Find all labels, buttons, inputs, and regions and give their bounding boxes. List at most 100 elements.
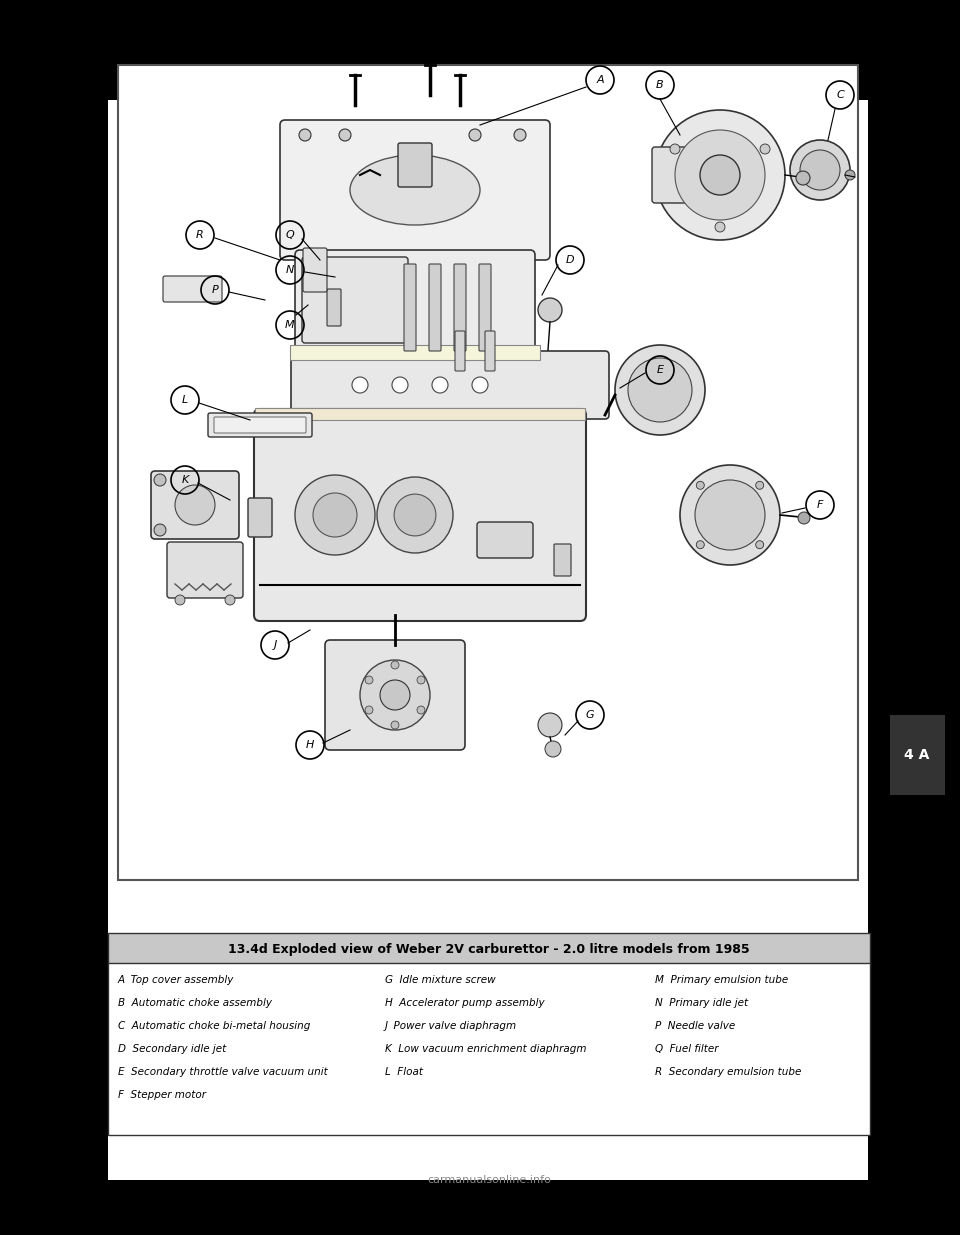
Circle shape bbox=[154, 524, 166, 536]
FancyBboxPatch shape bbox=[108, 100, 868, 1179]
FancyBboxPatch shape bbox=[554, 543, 571, 576]
FancyBboxPatch shape bbox=[280, 120, 550, 261]
Text: D  Secondary idle jet: D Secondary idle jet bbox=[118, 1044, 227, 1053]
Text: E: E bbox=[657, 366, 663, 375]
FancyBboxPatch shape bbox=[214, 417, 306, 433]
Text: K  Low vacuum enrichment diaphragm: K Low vacuum enrichment diaphragm bbox=[385, 1044, 587, 1053]
Circle shape bbox=[756, 482, 764, 489]
Circle shape bbox=[845, 170, 855, 180]
Circle shape bbox=[680, 466, 780, 564]
Circle shape bbox=[538, 298, 562, 322]
Circle shape bbox=[175, 485, 215, 525]
Circle shape bbox=[715, 222, 725, 232]
Circle shape bbox=[352, 377, 368, 393]
Circle shape bbox=[391, 721, 399, 729]
Circle shape bbox=[514, 128, 526, 141]
Circle shape bbox=[395, 494, 436, 536]
Circle shape bbox=[628, 358, 692, 422]
FancyBboxPatch shape bbox=[327, 289, 341, 326]
Text: Q  Fuel filter: Q Fuel filter bbox=[655, 1044, 718, 1053]
Text: F  Stepper motor: F Stepper motor bbox=[118, 1091, 206, 1100]
FancyBboxPatch shape bbox=[652, 147, 728, 203]
Text: Q: Q bbox=[286, 230, 295, 240]
Text: K: K bbox=[181, 475, 188, 485]
FancyBboxPatch shape bbox=[485, 331, 495, 370]
Circle shape bbox=[798, 513, 810, 524]
FancyBboxPatch shape bbox=[398, 143, 432, 186]
FancyBboxPatch shape bbox=[325, 640, 465, 750]
Text: G: G bbox=[586, 710, 594, 720]
Circle shape bbox=[790, 140, 850, 200]
FancyBboxPatch shape bbox=[404, 264, 416, 351]
Circle shape bbox=[695, 480, 765, 550]
Circle shape bbox=[756, 541, 764, 548]
Text: C: C bbox=[836, 90, 844, 100]
FancyBboxPatch shape bbox=[303, 248, 327, 291]
Circle shape bbox=[696, 541, 705, 548]
Text: D: D bbox=[565, 254, 574, 266]
Text: 4 A: 4 A bbox=[904, 748, 929, 762]
Circle shape bbox=[391, 661, 399, 669]
Text: A: A bbox=[596, 75, 604, 85]
Text: P: P bbox=[211, 285, 218, 295]
Text: L: L bbox=[181, 395, 188, 405]
Text: 13.4d Exploded view of Weber 2V carburettor - 2.0 litre models from 1985: 13.4d Exploded view of Weber 2V carburet… bbox=[228, 942, 750, 956]
FancyBboxPatch shape bbox=[254, 409, 586, 621]
Text: B  Automatic choke assembly: B Automatic choke assembly bbox=[118, 998, 272, 1008]
Circle shape bbox=[380, 680, 410, 710]
Text: J  Power valve diaphragm: J Power valve diaphragm bbox=[385, 1021, 517, 1031]
Circle shape bbox=[299, 128, 311, 141]
Circle shape bbox=[339, 128, 351, 141]
Circle shape bbox=[675, 130, 765, 220]
FancyBboxPatch shape bbox=[255, 408, 585, 420]
FancyBboxPatch shape bbox=[248, 498, 272, 537]
Circle shape bbox=[696, 482, 705, 489]
Circle shape bbox=[432, 377, 448, 393]
Circle shape bbox=[225, 595, 235, 605]
FancyBboxPatch shape bbox=[302, 257, 408, 343]
Circle shape bbox=[365, 676, 373, 684]
FancyBboxPatch shape bbox=[295, 249, 535, 350]
Circle shape bbox=[154, 474, 166, 487]
Text: N  Primary idle jet: N Primary idle jet bbox=[655, 998, 748, 1008]
Text: N: N bbox=[286, 266, 294, 275]
Text: H: H bbox=[306, 740, 314, 750]
Circle shape bbox=[615, 345, 705, 435]
Circle shape bbox=[469, 128, 481, 141]
FancyBboxPatch shape bbox=[163, 275, 222, 303]
FancyBboxPatch shape bbox=[167, 542, 243, 598]
Circle shape bbox=[175, 595, 185, 605]
FancyBboxPatch shape bbox=[477, 522, 533, 558]
Circle shape bbox=[360, 659, 430, 730]
FancyBboxPatch shape bbox=[291, 351, 609, 419]
FancyBboxPatch shape bbox=[151, 471, 239, 538]
Circle shape bbox=[538, 713, 562, 737]
Text: J: J bbox=[274, 640, 276, 650]
Text: E  Secondary throttle valve vacuum unit: E Secondary throttle valve vacuum unit bbox=[118, 1067, 327, 1077]
Text: M: M bbox=[285, 320, 295, 330]
FancyBboxPatch shape bbox=[890, 715, 945, 795]
FancyBboxPatch shape bbox=[479, 264, 491, 351]
Text: F: F bbox=[817, 500, 823, 510]
Text: R: R bbox=[196, 230, 204, 240]
Text: L  Float: L Float bbox=[385, 1067, 423, 1077]
Circle shape bbox=[670, 144, 680, 154]
FancyBboxPatch shape bbox=[290, 345, 540, 359]
Circle shape bbox=[545, 741, 561, 757]
Text: carmanualsonline.info: carmanualsonline.info bbox=[427, 1174, 551, 1186]
Circle shape bbox=[760, 144, 770, 154]
FancyBboxPatch shape bbox=[454, 264, 466, 351]
Ellipse shape bbox=[350, 156, 480, 225]
Circle shape bbox=[417, 706, 425, 714]
FancyBboxPatch shape bbox=[455, 331, 465, 370]
FancyBboxPatch shape bbox=[429, 264, 441, 351]
Circle shape bbox=[295, 475, 375, 555]
FancyBboxPatch shape bbox=[108, 932, 870, 965]
Circle shape bbox=[313, 493, 357, 537]
Text: H  Accelerator pump assembly: H Accelerator pump assembly bbox=[385, 998, 544, 1008]
Circle shape bbox=[365, 706, 373, 714]
Text: C  Automatic choke bi-metal housing: C Automatic choke bi-metal housing bbox=[118, 1021, 310, 1031]
Circle shape bbox=[392, 377, 408, 393]
Circle shape bbox=[377, 477, 453, 553]
Circle shape bbox=[700, 156, 740, 195]
